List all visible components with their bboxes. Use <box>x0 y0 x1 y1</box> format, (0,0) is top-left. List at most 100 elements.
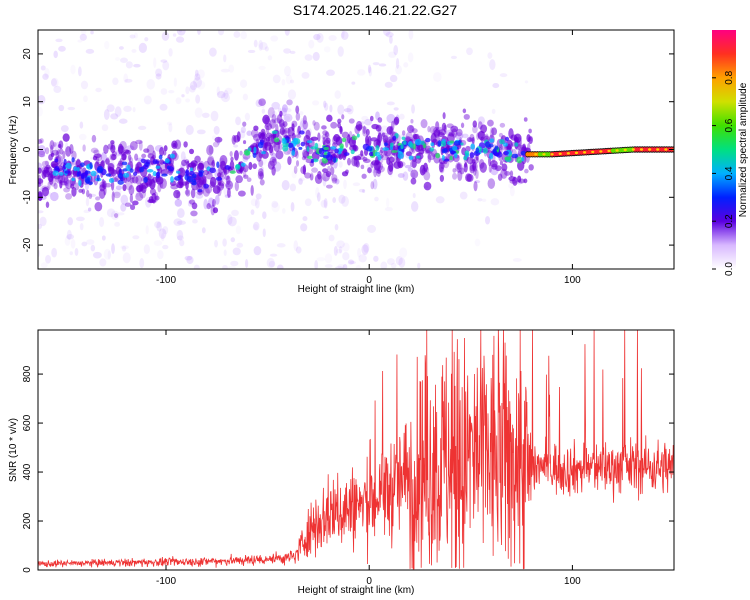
spectrogram-core <box>409 142 414 149</box>
spectrogram-blob <box>335 266 344 269</box>
spectrogram-blob <box>128 185 135 196</box>
spectrogram-blob <box>256 152 262 162</box>
spectrogram-blob <box>355 120 363 132</box>
spectrogram-blob <box>250 209 255 215</box>
spectrogram-blob <box>337 118 342 124</box>
spectrogram-blob <box>253 125 259 132</box>
spectrogram-blob <box>81 241 88 247</box>
spectrogram-blob <box>410 118 414 124</box>
spectrogram-core <box>84 176 91 184</box>
spectrogram-core <box>334 148 339 154</box>
spectrogram-blob <box>168 90 175 94</box>
spectrogram-blob <box>480 124 488 134</box>
spectrogram-core <box>198 171 203 177</box>
spectrogram-core <box>247 147 252 152</box>
spectrogram-blob <box>332 197 337 204</box>
spectrogram-blob <box>163 150 167 156</box>
spectrogram-blob <box>99 258 107 267</box>
spectrogram-blob <box>153 240 163 246</box>
spectrogram-core <box>65 162 72 169</box>
spectrogram-core <box>392 135 397 141</box>
spectrogram-blob <box>304 54 313 61</box>
spectrogram-blob <box>316 32 324 43</box>
spectrogram-blob <box>38 144 47 156</box>
spectrogram-blob <box>523 117 528 122</box>
spectrogram-blob <box>358 188 365 193</box>
spectrogram-blob <box>227 265 237 269</box>
spectrogram-blob <box>477 121 483 130</box>
spectrogram-core <box>504 156 511 161</box>
spectrogram-core <box>475 147 480 154</box>
spectrogram-core <box>343 152 350 156</box>
spectrogram-blob <box>254 198 260 209</box>
spectrogram-blob <box>178 30 183 33</box>
spectrogram-blob <box>355 160 360 168</box>
spectrogram-blob <box>484 215 491 225</box>
spectrogram-blob <box>250 198 258 207</box>
spectrogram-blob <box>463 113 470 120</box>
spectrogram-blob <box>331 177 338 184</box>
spectrogram-blob <box>362 156 368 162</box>
spectrogram-blob <box>480 136 485 142</box>
ridge-peak <box>558 152 562 156</box>
spectrogram-blob <box>101 151 107 163</box>
spectrogram-blob <box>38 249 41 258</box>
spectrogram-blob <box>405 131 413 143</box>
spectrogram-blob <box>289 50 296 55</box>
spectrogram-blob <box>233 31 241 38</box>
spectrogram-blob <box>122 252 131 264</box>
spectrogram-blob <box>391 160 396 166</box>
spectrogram-blob <box>410 169 419 179</box>
spectrogram-blob <box>120 203 127 212</box>
spectrogram-blob <box>355 265 362 269</box>
y-tick-label: 0 <box>22 567 33 573</box>
spectrogram-blob <box>291 170 297 179</box>
spectrogram-blob <box>198 162 204 171</box>
spectrogram-blob <box>237 190 246 197</box>
spectrogram-blob <box>77 39 83 43</box>
spectrogram-core <box>306 140 313 144</box>
spectrogram-x-ticks: -100 0 100 <box>156 30 581 286</box>
spectrogram-blob <box>323 198 328 209</box>
spectrogram-blob <box>197 30 201 36</box>
spectrogram-blob <box>66 229 72 240</box>
spectrogram-blob <box>110 144 116 154</box>
spectrogram-blob <box>60 125 69 133</box>
spectrogram-blob <box>395 255 403 266</box>
spectrogram-blob <box>194 155 201 163</box>
spectrogram-blob <box>216 86 220 96</box>
spectrogram-blob <box>364 118 372 126</box>
spectrogram-blob <box>64 236 71 246</box>
spectrogram-blob <box>376 167 381 177</box>
snr-frame <box>37 329 675 571</box>
spectrogram-core <box>122 172 130 178</box>
spectrogram-blob <box>461 133 469 139</box>
spectrogram-blob <box>222 238 227 247</box>
spectrogram-blob <box>272 74 281 84</box>
spectrogram-blob <box>202 169 210 176</box>
spectrogram-blob <box>38 139 43 144</box>
spectrogram-blob <box>129 140 138 151</box>
spectrogram-blob <box>298 177 305 182</box>
spectrogram-blob <box>252 133 261 141</box>
spectrogram-blob <box>176 235 185 241</box>
spectrogram-blob <box>475 169 479 180</box>
spectrogram-blob <box>39 154 46 158</box>
spectrogram-blob <box>101 124 109 132</box>
spectrogram-blob <box>368 66 373 77</box>
spectrogram-core <box>185 170 189 174</box>
spectrogram-blob <box>195 193 204 199</box>
spectrogram-blob <box>38 150 46 158</box>
spectrogram-blob <box>159 146 164 157</box>
spectrogram-blob <box>91 134 97 143</box>
spectrogram-blob <box>194 73 201 81</box>
spectrogram-blob <box>243 174 249 179</box>
spectrogram-blob <box>125 180 133 191</box>
spectrogram-blob <box>384 206 393 212</box>
spectrogram-blob <box>333 245 338 256</box>
spectrogram-blob <box>220 183 225 189</box>
x-tick-label: 0 <box>366 275 372 286</box>
spectrogram-core <box>96 165 104 173</box>
spectrogram-blob <box>143 244 150 255</box>
spectrogram-core <box>145 159 151 165</box>
